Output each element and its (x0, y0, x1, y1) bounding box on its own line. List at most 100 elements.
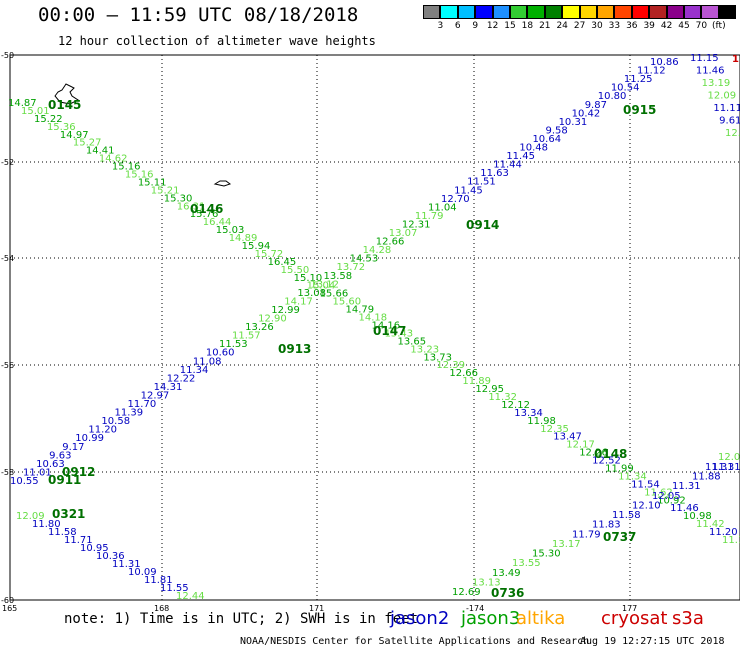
track1-swh: 11.11 (722, 535, 740, 546)
track2-swh: 13.08 (297, 288, 326, 299)
track2-swh: 10.48 (519, 143, 548, 154)
track1-swh: 11.89 (462, 376, 491, 387)
scale-label: 21 (539, 21, 551, 31)
track1-time: 0148 (594, 447, 627, 461)
track2-swh: 10.99 (75, 433, 104, 444)
track1-swh: 12.35 (540, 424, 569, 435)
page-subtitle: 12 hour collection of altimeter wave hei… (58, 34, 376, 48)
scale-label: 70 (695, 21, 708, 31)
track5-swh: 13.19 (702, 78, 731, 89)
track1-swh: 16.45 (268, 257, 297, 268)
track2-swh: 12.31 (402, 219, 431, 230)
scale-label: 24 (556, 21, 568, 31)
track2-swh: 10.86 (650, 57, 679, 68)
track2-swh: 11.25 (624, 74, 653, 85)
track2-time: 0911 (48, 473, 81, 487)
scale-swatch (718, 5, 737, 19)
track2-time: 0913 (278, 342, 311, 356)
track4-swh: 12.69 (452, 587, 481, 598)
track2-swh: 12.70 (441, 194, 470, 205)
track1-swh: 11.46 (670, 503, 699, 514)
track3-swh: 10.95 (80, 543, 109, 554)
track2-swh: 10.63 (36, 459, 65, 470)
track1-swh: 11.42 (696, 519, 725, 530)
track5-edge-swh: 12.01 (718, 452, 740, 463)
track2-swh: 14.31 (154, 382, 183, 393)
track2-swh: 10.42 (572, 108, 601, 119)
track2-swh: 10.64 (532, 134, 561, 145)
track4-swh: 13.17 (552, 539, 581, 550)
track1-swh: 16.44 (203, 217, 232, 228)
cryosat-marker: 1 (732, 54, 739, 65)
track1-swh: 15.27 (73, 138, 102, 149)
scale-label: 27 (573, 21, 586, 31)
footer-timestamp: Aug 19 12:27:15 UTC 2018 (580, 636, 725, 647)
track1-swh: 12.39 (436, 360, 465, 371)
legend-altika: altika (516, 608, 566, 629)
track1-swh: 15.03 (216, 225, 245, 236)
track2-swh: 11.57 (232, 331, 261, 342)
lon-label: 168 (154, 604, 169, 613)
track1-swh: 14.16 (371, 320, 400, 331)
track3-swh: 11.31 (112, 559, 141, 570)
track2-swh: 11.12 (637, 66, 666, 77)
track1-swh: 11.54 (631, 479, 660, 490)
scale-swatch (562, 5, 580, 19)
track1-swh: 14.41 (86, 146, 115, 157)
track2-swh: 11.63 (480, 168, 509, 179)
track1-swh: 11.99 (605, 463, 634, 474)
track2-swh: 10.80 (598, 91, 627, 102)
track5-swh: 12.09 (708, 91, 737, 102)
track4-swh: 13.49 (492, 568, 521, 579)
track2-swh: 10.54 (611, 83, 640, 94)
track3-swh: 11.81 (144, 575, 173, 586)
legend-s3a: s3a (672, 608, 704, 629)
scale-swatch (614, 5, 632, 19)
track1-swh: 14.18 (359, 313, 388, 324)
lat-label: -50 (1, 51, 14, 60)
scale-swatch (597, 5, 615, 19)
track1-time: 0145 (48, 98, 81, 112)
scale-label: 36 (626, 21, 638, 31)
track1-swh: 15.01 (21, 106, 50, 117)
lat-label: -60 (1, 596, 14, 605)
track4-swh: 13.55 (512, 558, 541, 569)
track2-time: 0912 (62, 465, 95, 479)
track1-swh: 10.92 (657, 495, 686, 506)
lon-label: 165 (2, 604, 17, 613)
track3-swh: 12.09 (16, 511, 45, 522)
track1-swh: 12.12 (501, 400, 530, 411)
track3-swh: 11.55 (160, 583, 189, 594)
scale-label: 9 (472, 21, 479, 31)
lon-label: -174 (466, 604, 484, 613)
track4-swh: 11.31 (672, 481, 701, 492)
track1-swh: 11.62 (644, 487, 673, 498)
track4-swh: 15.30 (532, 549, 561, 560)
track1-swh: 10.98 (683, 511, 712, 522)
lon-label: 177 (622, 604, 637, 613)
track2-swh: 12.97 (141, 390, 170, 401)
scale-label: 33 (608, 21, 621, 31)
track1-swh: 13.34 (514, 408, 543, 419)
scale-swatch (440, 5, 458, 19)
track3-swh: 11.58 (48, 527, 77, 538)
legend-cryosat: cryosat (601, 608, 668, 629)
track1-swh: 11.98 (527, 416, 556, 427)
scale-swatch (510, 5, 528, 19)
track1-time: 0147 (373, 324, 406, 338)
scale-label: (ft) (712, 21, 726, 31)
track2-swh: 12.66 (376, 237, 405, 248)
track1-swh: 12.52 (592, 456, 621, 467)
lat-label: -58 (1, 468, 14, 477)
track1-swh: 11.34 (618, 471, 647, 482)
track3-swh: 11.71 (64, 535, 93, 546)
track2-swh: 10.55 (10, 476, 39, 487)
lon-label: 171 (309, 604, 324, 613)
track4-swh: 11.58 (612, 510, 641, 521)
scale-label: 12 (486, 21, 499, 31)
track2-swh: 10.60 (206, 348, 235, 359)
track4-swh: 12.05 (652, 491, 681, 502)
track2-swh: 13.72 (337, 262, 366, 273)
scale-swatch (631, 5, 650, 19)
